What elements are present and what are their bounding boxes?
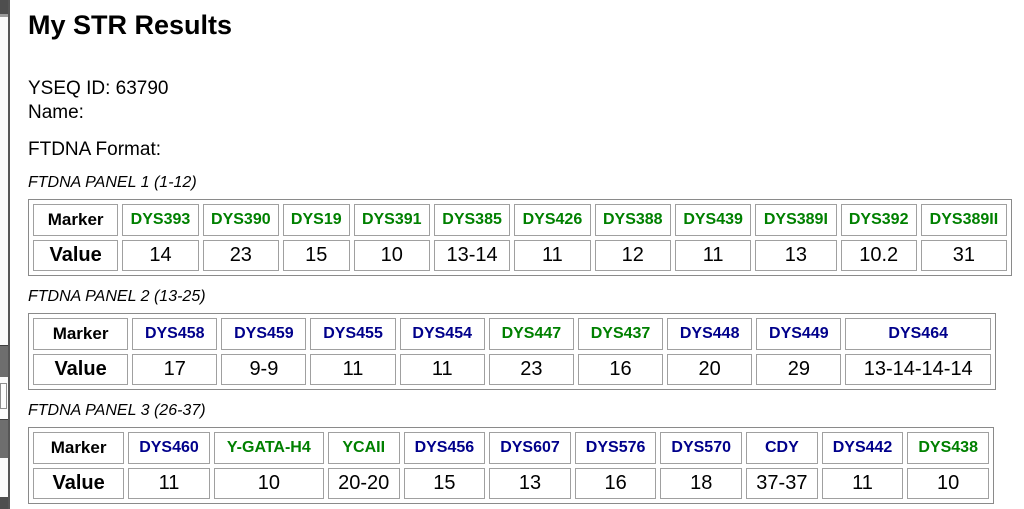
marker-name-cell: DYS19: [282, 204, 350, 236]
marker-value-cell: 16: [574, 468, 657, 499]
marker-value-cell: 20: [667, 354, 753, 385]
panel-1-marker-row: Marker DYS393 DYS390 DYS19 DYS391 DYS385…: [33, 204, 1007, 236]
yseq-id-line: YSEQ ID: 63790: [28, 78, 169, 99]
window-fragment-box: [0, 383, 7, 409]
marker-value-cell: 18: [660, 468, 743, 499]
marker-name-cell: DYS449: [756, 318, 842, 350]
marker-name-cell: DYS442: [821, 432, 904, 464]
window-fragment-block: [0, 419, 8, 458]
panel-3-marker-row: Marker DYS460 Y-GATA-H4 YCAII DYS456 DYS…: [33, 432, 989, 464]
marker-name-cell: DYS392: [840, 204, 917, 236]
marker-value-cell: 9-9: [221, 354, 307, 385]
marker-name-cell: DYS607: [489, 432, 571, 464]
marker-value-cell: 13-14-14-14: [845, 354, 991, 385]
marker-row-label: Marker: [33, 204, 119, 236]
marker-value-cell: 20-20: [327, 468, 400, 499]
results-page: My STR Results YSEQ ID: 63790 Name: FTDN…: [28, 0, 1024, 504]
format-label: FTDNA Format:: [28, 139, 162, 160]
marker-name-cell: DYS438: [907, 432, 989, 464]
marker-value-cell: 15: [403, 468, 486, 499]
marker-name-cell: DYS576: [574, 432, 657, 464]
marker-name-cell: DYS455: [310, 318, 396, 350]
marker-name-cell: DYS570: [660, 432, 743, 464]
marker-value-cell: 16: [577, 354, 664, 385]
value-row-label: Value: [33, 354, 129, 385]
marker-name-cell: DYS389II: [920, 204, 1007, 236]
marker-value-cell: 11: [674, 240, 752, 271]
marker-value-cell: 17: [132, 354, 218, 385]
marker-value-cell: 23: [488, 354, 574, 385]
panel-3-heading: FTDNA PANEL 3 (26-37): [28, 402, 206, 419]
marker-name-cell: DYS448: [667, 318, 753, 350]
marker-name-cell: DYS437: [577, 318, 664, 350]
marker-name-cell: DYS391: [353, 204, 430, 236]
marker-name-cell: DYS456: [403, 432, 486, 464]
marker-name-cell: DYS439: [674, 204, 752, 236]
marker-name-cell: DYS458: [132, 318, 218, 350]
marker-name-cell: DYS454: [399, 318, 485, 350]
panel-3-value-row: Value 11 10 20-20 15 13 16 18 37-37 11 1…: [33, 468, 989, 499]
panel-3-table: Marker DYS460 Y-GATA-H4 YCAII DYS456 DYS…: [28, 427, 994, 504]
window-fragment-block: [0, 0, 8, 14]
marker-value-cell: 15: [282, 240, 350, 271]
marker-value-cell: 29: [756, 354, 842, 385]
background-window-fragment: [0, 0, 10, 509]
marker-value-cell: 13: [755, 240, 837, 271]
marker-value-cell: 11: [514, 240, 591, 271]
window-fragment-block: [0, 14, 8, 17]
marker-value-cell: 23: [202, 240, 279, 271]
panel-2-marker-row: Marker DYS458 DYS459 DYS455 DYS454 DYS44…: [33, 318, 991, 350]
marker-value-cell: 10.2: [840, 240, 917, 271]
marker-name-cell: DYS390: [202, 204, 279, 236]
marker-row-label: Marker: [33, 432, 125, 464]
marker-name-cell: DYS447: [488, 318, 574, 350]
marker-value-cell: 12: [594, 240, 671, 271]
window-fragment-block: [0, 345, 8, 377]
marker-name-cell: DYS426: [514, 204, 591, 236]
panel-1-table: Marker DYS393 DYS390 DYS19 DYS391 DYS385…: [28, 199, 1012, 276]
marker-value-cell: 11: [310, 354, 396, 385]
panel-2-table: Marker DYS458 DYS459 DYS455 DYS454 DYS44…: [28, 313, 996, 390]
marker-value-cell: 11: [399, 354, 485, 385]
marker-name-cell: DYS460: [128, 432, 210, 464]
marker-name-cell: DYS388: [594, 204, 671, 236]
value-row-label: Value: [33, 240, 119, 271]
page-title: My STR Results: [28, 10, 233, 40]
marker-name-cell: DYS393: [122, 204, 199, 236]
marker-name-cell: DYS389I: [755, 204, 837, 236]
marker-value-cell: 10: [213, 468, 324, 499]
marker-name-cell: Y-GATA-H4: [213, 432, 324, 464]
panel-2-heading: FTDNA PANEL 2 (13-25): [28, 288, 206, 305]
marker-name-cell: CDY: [746, 432, 818, 464]
marker-name-cell: DYS385: [433, 204, 511, 236]
marker-value-cell: 10: [353, 240, 430, 271]
panel-1-value-row: Value 14 23 15 10 13-14 11 12 11 13 10.2…: [33, 240, 1007, 271]
marker-name-cell: DYS459: [221, 318, 307, 350]
marker-value-cell: 13: [489, 468, 571, 499]
marker-value-cell: 10: [907, 468, 989, 499]
name-line: Name:: [28, 102, 84, 123]
marker-value-cell: 31: [920, 240, 1007, 271]
panel-2-value-row: Value 17 9-9 11 11 23 16 20 29 13-14-14-…: [33, 354, 991, 385]
marker-value-cell: 11: [128, 468, 210, 499]
marker-value-cell: 13-14: [433, 240, 511, 271]
panel-1-heading: FTDNA PANEL 1 (1-12): [28, 174, 197, 191]
value-row-label: Value: [33, 468, 125, 499]
marker-value-cell: 37-37: [746, 468, 818, 499]
marker-row-label: Marker: [33, 318, 129, 350]
marker-value-cell: 14: [122, 240, 199, 271]
marker-name-cell: YCAII: [327, 432, 400, 464]
window-fragment-block: [0, 497, 8, 509]
marker-name-cell: DYS464: [845, 318, 991, 350]
marker-value-cell: 11: [821, 468, 904, 499]
